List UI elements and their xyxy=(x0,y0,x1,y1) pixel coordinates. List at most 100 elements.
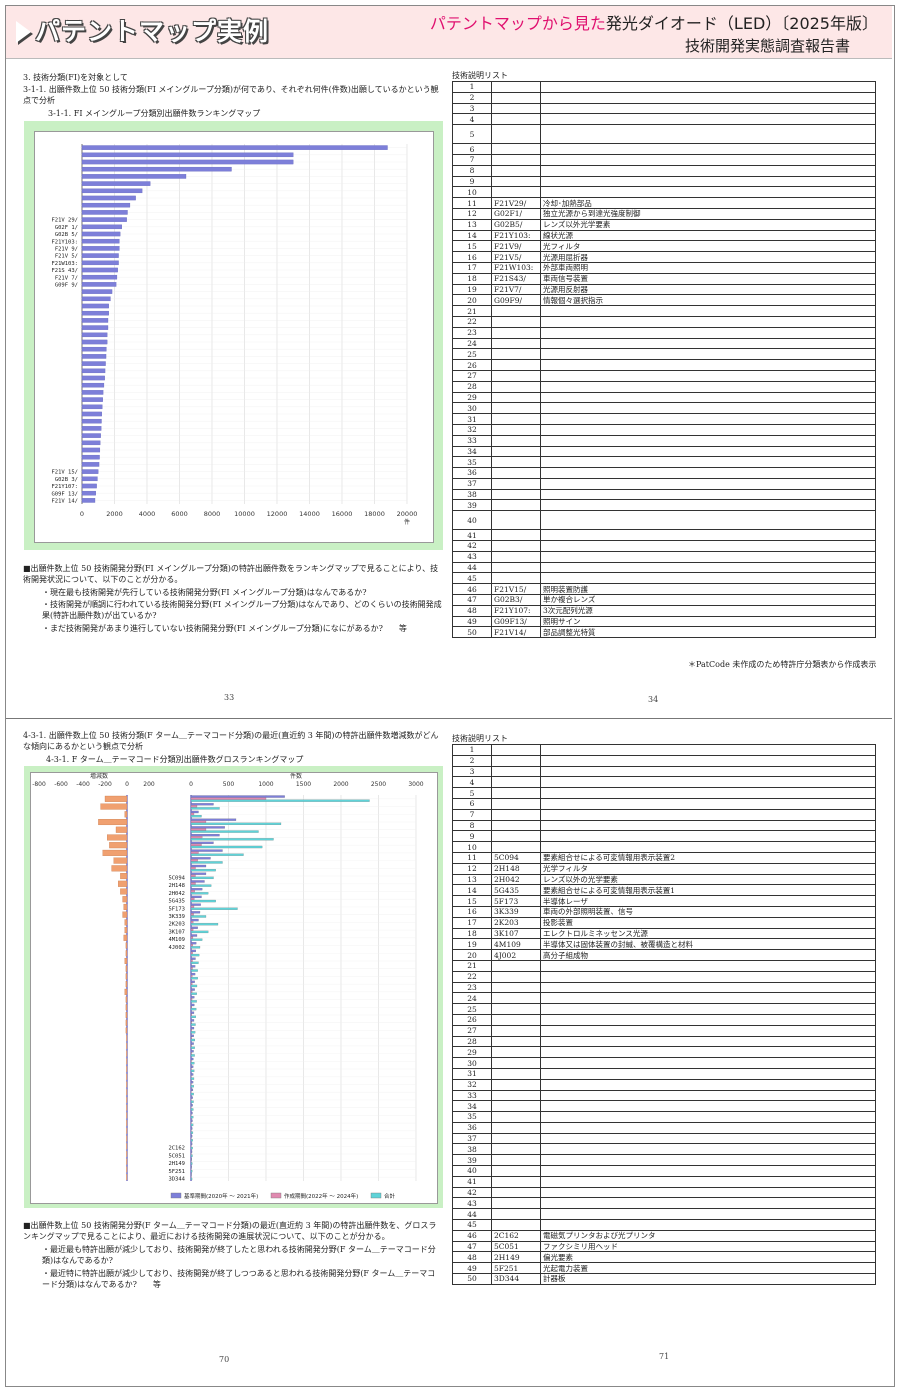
list-number: 27 xyxy=(452,369,492,382)
series-bar xyxy=(190,942,197,945)
change-bar xyxy=(125,1027,128,1034)
list-row: 47 G02B3/単か複合レンズ xyxy=(452,594,876,606)
list-number: 24 xyxy=(452,992,492,1005)
list-code xyxy=(491,1046,541,1059)
list-code xyxy=(491,529,541,542)
series-bar xyxy=(190,1177,193,1181)
list-code: F21Y103: xyxy=(491,229,541,242)
series-bar xyxy=(190,1131,194,1134)
right-tick-label: 1500 xyxy=(296,781,311,788)
series-bar xyxy=(190,1065,194,1068)
list-row: 48 F21Y107: 3次元配列光源 xyxy=(452,604,876,617)
left-tick-label: 0 xyxy=(125,781,129,788)
list-row: 22 xyxy=(452,970,876,983)
y-tick-label: 2C162 xyxy=(168,1146,185,1152)
banner-title: パテントマップ実例 xyxy=(16,12,269,48)
section-separator xyxy=(6,718,892,719)
list-number: 12 xyxy=(452,862,492,875)
list-number: 41 xyxy=(452,529,492,542)
list-row: 41 xyxy=(452,1175,876,1188)
list-description xyxy=(540,1013,876,1026)
list-code xyxy=(491,81,541,93)
s1-heading: 3. 技術分類(FI)を対象として xyxy=(23,73,128,82)
s1-tech-list: 1 2 3 4 5 6 7 8 9 10 11 F21V29/冷却･加熱部品 12 G02F1/独立光源か… xyxy=(452,81,876,639)
x-tick-label: 4000 xyxy=(139,510,156,518)
list-row: 24 xyxy=(452,992,876,1005)
list-code xyxy=(491,1143,541,1156)
list-number: 31 xyxy=(452,413,492,425)
list-number: 32 xyxy=(452,1078,492,1091)
series-bar xyxy=(190,1173,192,1176)
list-description xyxy=(540,91,876,104)
list-number: 43 xyxy=(452,1197,492,1210)
series-bar xyxy=(190,888,203,891)
series-bar xyxy=(190,807,220,810)
list-description xyxy=(540,808,876,821)
bar xyxy=(81,289,113,294)
list-description xyxy=(540,102,876,115)
list-description xyxy=(540,797,876,810)
banner-subtitle-red: パテントマップから見た xyxy=(429,14,606,33)
list-number: 17 xyxy=(452,916,492,929)
list-description xyxy=(540,529,876,542)
list-description xyxy=(540,423,876,436)
list-code xyxy=(491,754,541,767)
bar xyxy=(81,454,100,460)
series-bar xyxy=(190,1116,194,1119)
bar xyxy=(81,210,128,215)
list-code: 2H148 xyxy=(491,862,541,875)
series-bar xyxy=(190,1170,193,1173)
change-bar xyxy=(126,1127,128,1134)
list-row: 26 xyxy=(452,1013,876,1026)
series-bar xyxy=(190,1050,194,1053)
series-bar xyxy=(190,1135,193,1138)
list-description xyxy=(540,1154,876,1167)
list-number: 44 xyxy=(452,561,492,574)
list-description: 線状光源 xyxy=(540,229,876,242)
series-bar xyxy=(190,836,203,839)
list-number: 40 xyxy=(452,510,492,531)
series-bar xyxy=(190,795,285,798)
list-number: 10 xyxy=(452,186,492,199)
y-tick-label: F21V 7/ xyxy=(55,275,78,281)
list-description xyxy=(540,369,876,382)
series-bar xyxy=(190,820,207,823)
list-code xyxy=(491,175,541,188)
list-row: 43 xyxy=(452,1197,876,1210)
series-bar xyxy=(190,969,198,972)
list-description xyxy=(540,153,876,166)
list-row: 23 xyxy=(452,981,876,994)
series-bar xyxy=(190,911,201,914)
series-bar xyxy=(190,915,207,918)
series-bar xyxy=(190,1158,192,1161)
list-row: 9 xyxy=(452,830,876,843)
change-bar xyxy=(126,1174,128,1181)
series-bar xyxy=(190,920,194,924)
list-row: 13 2H042 レンズ以外の光学要素 xyxy=(452,873,876,886)
list-code xyxy=(491,1035,541,1048)
series-bar xyxy=(190,1021,192,1024)
list-number: 36 xyxy=(452,1121,492,1134)
list-code xyxy=(491,1089,541,1102)
list-description xyxy=(540,561,876,574)
list-number: 19 xyxy=(452,283,492,296)
s2-page-left: 70 xyxy=(219,1355,230,1364)
right-tick-label: 1000 xyxy=(258,781,273,788)
list-description xyxy=(540,1121,876,1134)
list-number: 13 xyxy=(452,873,492,886)
list-number: 44 xyxy=(452,1208,492,1221)
change-bar xyxy=(126,1143,128,1150)
list-row: 41 xyxy=(452,529,876,542)
series-bar xyxy=(190,853,244,856)
series-bar xyxy=(190,928,194,931)
series-bar xyxy=(190,899,216,903)
list-code xyxy=(491,113,541,126)
list-description: 要素組合せによる可変情報用表示装置1 xyxy=(540,884,876,897)
series-bar xyxy=(190,1007,197,1011)
change-bar xyxy=(123,903,128,910)
list-description xyxy=(540,477,876,490)
bar xyxy=(81,202,131,208)
list-row: 18 F21S43/車両信号装置 xyxy=(452,272,876,285)
list-code xyxy=(491,434,541,447)
list-number: 23 xyxy=(452,981,492,994)
